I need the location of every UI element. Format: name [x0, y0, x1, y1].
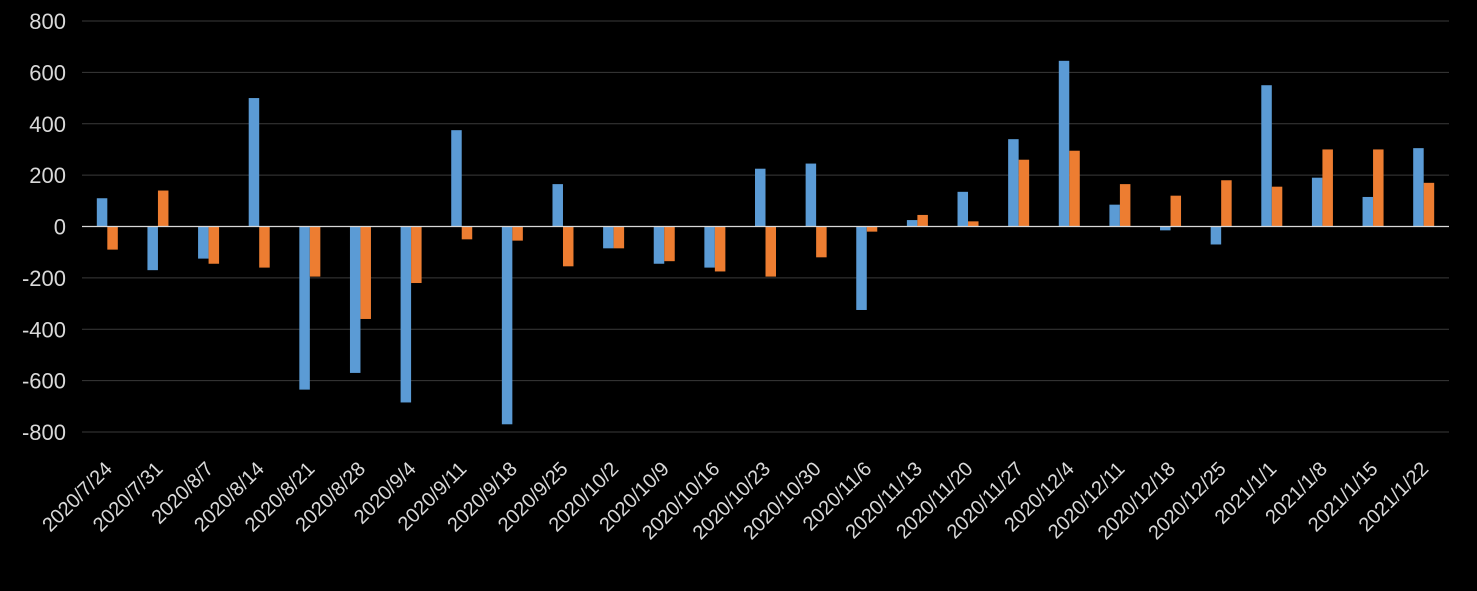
- bar-series-1: [299, 226, 310, 390]
- bar-series-2: [1170, 195, 1182, 227]
- bar-series-1: [1058, 60, 1070, 227]
- bar-series-1: [147, 226, 158, 271]
- bar-series-2: [1119, 184, 1131, 227]
- bar-series-1: [552, 184, 563, 227]
- bar-series-2: [816, 226, 827, 258]
- bar-series-2: [1018, 159, 1030, 227]
- bar-series-1: [1008, 139, 1019, 227]
- bar-series-2: [1423, 182, 1435, 227]
- bar-series-2: [411, 226, 422, 284]
- bar-series-1: [96, 198, 108, 227]
- bar-series-2: [360, 226, 371, 319]
- bar-series-1: [957, 191, 969, 227]
- bar-series-2: [1221, 180, 1232, 227]
- bar-series-2: [613, 226, 625, 249]
- y-tick-label: -200: [22, 266, 66, 291]
- bar-series-2: [309, 226, 321, 277]
- bar-series-1: [349, 226, 361, 373]
- bar-series-1: [805, 163, 817, 227]
- y-axis-tick-labels: 800 600 400 200 0 -200 -400 -600 -800: [22, 9, 66, 445]
- bar-series-2: [461, 226, 473, 240]
- bar-series-1: [1210, 226, 1222, 245]
- bar-series-2: [664, 226, 675, 262]
- y-tick-label: 400: [29, 112, 66, 137]
- bar-series-1: [1261, 85, 1272, 227]
- bar-series-1: [501, 226, 513, 425]
- bar-series-2: [259, 226, 270, 268]
- bar-series-2: [1069, 150, 1080, 227]
- bar-series-1: [198, 226, 209, 259]
- bar-series-1: [248, 98, 260, 227]
- bar-series-1: [704, 226, 715, 268]
- bar-series-1: [1160, 226, 1171, 231]
- bar-series-1: [1413, 148, 1424, 227]
- bar-series-2: [968, 221, 979, 227]
- bar-series-2: [917, 214, 928, 227]
- bar-series-2: [107, 226, 118, 250]
- y-tick-label: 200: [29, 163, 66, 188]
- bar-series-2: [866, 226, 878, 232]
- bar-series-2: [157, 190, 169, 227]
- bar-series-1: [1311, 177, 1323, 227]
- y-tick-label: 0: [54, 215, 66, 240]
- y-tick-label: -600: [22, 369, 66, 394]
- bar-series: [96, 60, 1435, 425]
- y-tick-label: 600: [29, 60, 66, 85]
- y-tick-label: -800: [22, 420, 66, 445]
- bar-series-1: [1362, 196, 1374, 227]
- y-tick-label: 800: [29, 9, 66, 34]
- bar-series-1: [400, 226, 412, 403]
- bar-series-2: [512, 226, 523, 241]
- bar-series-2: [765, 226, 776, 277]
- bar-series-2: [208, 226, 220, 264]
- bar-series-1: [603, 226, 614, 249]
- bar-series-2: [714, 226, 726, 272]
- bar-series-1: [755, 168, 766, 227]
- bar-series-1: [653, 226, 665, 264]
- bar-series-1: [856, 226, 867, 310]
- bar-series-2: [1322, 149, 1333, 227]
- bar-series-2: [562, 226, 574, 267]
- bar-series-1: [451, 130, 462, 227]
- bar-series-2: [1271, 186, 1283, 227]
- bar-series-2: [1373, 149, 1384, 227]
- bar-series-1: [1109, 204, 1120, 227]
- y-tick-label: -400: [22, 317, 66, 342]
- x-axis-tick-labels: 2020/7/242020/7/312020/8/72020/8/142020/…: [38, 458, 1433, 544]
- bar-series-1: [906, 220, 918, 227]
